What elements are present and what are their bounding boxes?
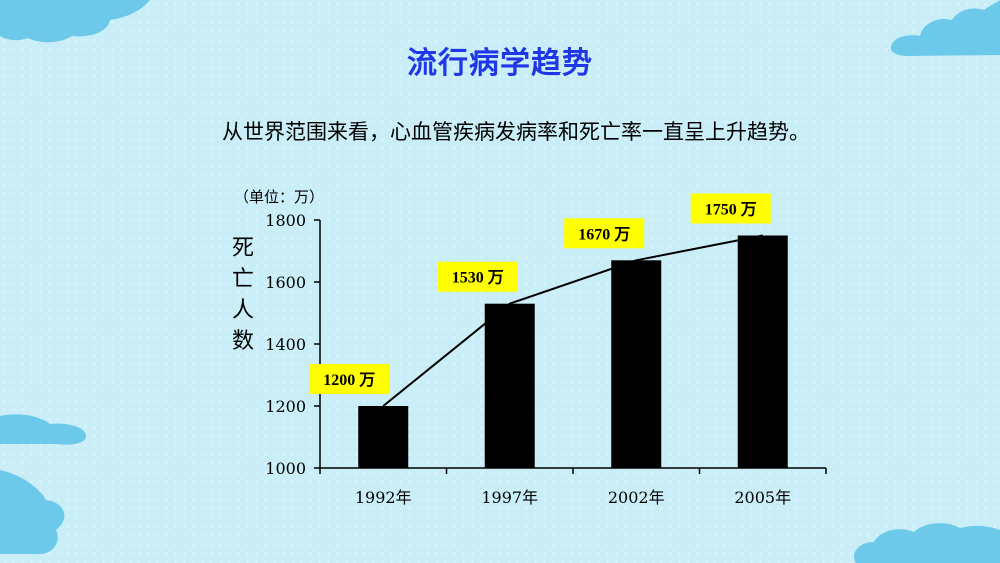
y-tick-label: 1600 bbox=[265, 273, 306, 292]
slide-title: 流行病学趋势 bbox=[407, 46, 593, 81]
x-category-label: 1997年 bbox=[481, 488, 538, 507]
cloud-bottom-right-decoration bbox=[854, 523, 1000, 563]
data-label: 1530 万 bbox=[452, 270, 504, 287]
x-category-label: 2002年 bbox=[608, 488, 665, 507]
cloud-left-middle-decoration bbox=[0, 414, 86, 445]
data-label: 1200 万 bbox=[323, 372, 375, 389]
trend-line bbox=[382, 234, 763, 407]
y-tick-label: 1400 bbox=[265, 335, 306, 354]
y-tick-label: 1800 bbox=[265, 211, 306, 230]
cloud-bottom-left-decoration bbox=[0, 470, 65, 555]
data-label: 1750 万 bbox=[705, 202, 757, 219]
x-category-label: 1992年 bbox=[355, 488, 412, 507]
y-tick-label: 1000 bbox=[265, 459, 306, 478]
data-label-box bbox=[564, 218, 645, 249]
y-axis-label-char: 人 bbox=[232, 298, 254, 323]
y-axis-label-char: 死 bbox=[232, 236, 254, 261]
data-label: 1670 万 bbox=[578, 226, 630, 243]
data-label-box bbox=[309, 364, 390, 394]
chart-unit-label: （单位：万） bbox=[234, 188, 324, 206]
bar bbox=[611, 260, 662, 468]
x-category-label: 2005年 bbox=[734, 488, 791, 507]
bar bbox=[484, 303, 535, 468]
bar bbox=[358, 406, 409, 468]
cloud-top-left-decoration bbox=[0, 0, 150, 43]
cloud-top-right-decoration bbox=[890, 0, 1000, 56]
data-label-box bbox=[690, 193, 771, 224]
bar bbox=[737, 235, 788, 468]
y-axis-label-char: 亡 bbox=[232, 267, 254, 292]
data-label-box bbox=[437, 261, 518, 292]
y-tick-label: 1200 bbox=[265, 397, 306, 416]
y-axis-label-char: 数 bbox=[232, 329, 254, 354]
slide-subtitle: 从世界范围来看，心血管疾病发病率和死亡率一直呈上升趋势。 bbox=[222, 120, 810, 144]
